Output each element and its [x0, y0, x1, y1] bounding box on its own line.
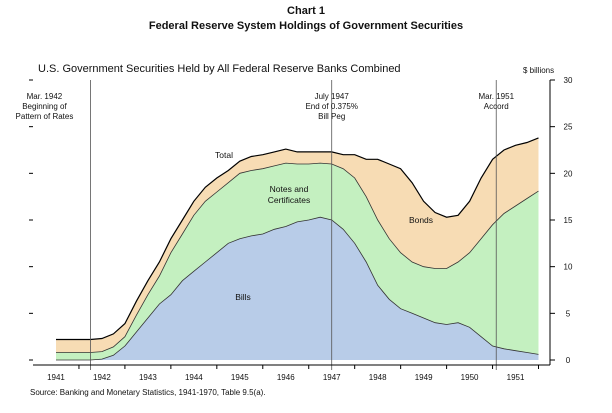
notes-label: Certificates [268, 195, 311, 205]
y-tick-label: 10 [564, 263, 573, 272]
x-tick-label: 1941 [47, 373, 65, 382]
x-tick-label: 1951 [507, 373, 525, 382]
chart-number: Chart 1 [287, 5, 325, 17]
event-annotation: End of 0.375% [305, 102, 357, 111]
x-tick-label: 1949 [415, 373, 433, 382]
x-tick-label: 1944 [185, 373, 203, 382]
x-tick-label: 1946 [277, 373, 295, 382]
notes-label: Notes and [270, 184, 309, 194]
chart-title: Federal Reserve System Holdings of Gover… [148, 20, 464, 32]
source-note: Source: Banking and Monetary Statistics,… [30, 388, 266, 397]
x-tick-label: 1948 [369, 373, 387, 382]
y-tick-label: 25 [564, 123, 573, 132]
y-tick-label: 30 [564, 76, 573, 85]
event-annotation: Mar. 1951 [478, 92, 514, 101]
y-tick-label: 5 [566, 309, 571, 318]
event-annotation: Beginning of [22, 102, 67, 111]
x-tick-label: 1942 [93, 373, 111, 382]
event-annotation: July 1947 [315, 92, 350, 101]
event-annotation: Accord [484, 102, 509, 111]
area-notes-and-certificates [56, 163, 539, 360]
total-line [56, 137, 539, 341]
x-tick-label: 1943 [139, 373, 157, 382]
event-annotation: Bill Peg [318, 112, 345, 121]
y-tick-label: 15 [564, 216, 573, 225]
area-bonds [56, 137, 539, 353]
event-annotation: Mar. 1942 [27, 92, 63, 101]
x-tick-label: 1947 [323, 373, 341, 382]
total-label: Total [215, 150, 233, 160]
event-annotation: Pattern of Rates [16, 112, 74, 121]
area-bills [56, 217, 539, 360]
x-tick-label: 1945 [231, 373, 249, 382]
y-tick-label: 0 [566, 356, 571, 365]
chart-subtitle: U.S. Government Securities Held by All F… [38, 63, 401, 75]
x-tick-label: 1950 [461, 373, 479, 382]
y-axis-unit-label: $ billions [523, 66, 555, 75]
y-tick-label: 20 [564, 169, 573, 178]
series-line [56, 162, 539, 353]
series-line [56, 216, 539, 361]
bonds-label: Bonds [409, 215, 433, 225]
bills-label: Bills [235, 292, 251, 302]
